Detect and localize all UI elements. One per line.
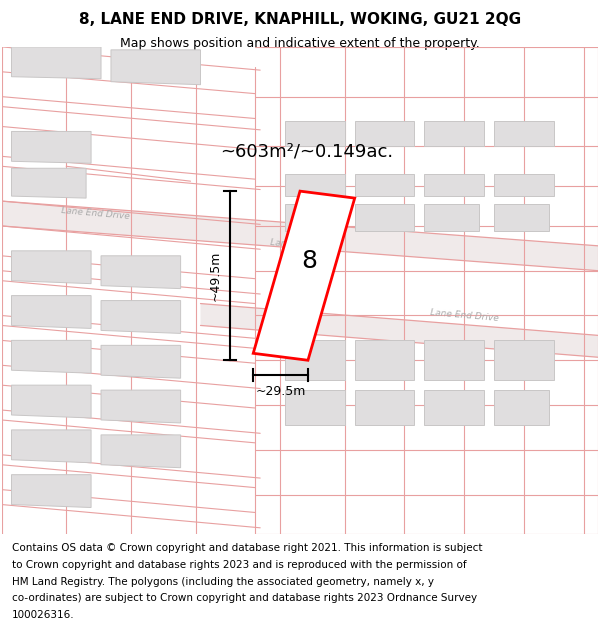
Polygon shape bbox=[101, 435, 181, 468]
Polygon shape bbox=[11, 385, 91, 418]
Text: ~603m²/~0.149ac.: ~603m²/~0.149ac. bbox=[220, 142, 394, 161]
Polygon shape bbox=[11, 296, 91, 328]
Polygon shape bbox=[424, 121, 484, 146]
Polygon shape bbox=[424, 204, 479, 231]
Polygon shape bbox=[424, 341, 484, 380]
Polygon shape bbox=[355, 121, 415, 146]
Polygon shape bbox=[253, 191, 355, 360]
Polygon shape bbox=[111, 50, 200, 84]
Polygon shape bbox=[285, 121, 345, 146]
Polygon shape bbox=[11, 47, 101, 79]
Polygon shape bbox=[2, 201, 598, 271]
Text: ~29.5m: ~29.5m bbox=[256, 385, 306, 398]
Polygon shape bbox=[424, 390, 484, 425]
Polygon shape bbox=[200, 304, 598, 358]
Polygon shape bbox=[11, 168, 86, 198]
Text: Map shows position and indicative extent of the property.: Map shows position and indicative extent… bbox=[120, 36, 480, 49]
Polygon shape bbox=[11, 474, 91, 508]
Polygon shape bbox=[494, 121, 554, 146]
Text: ~49.5m: ~49.5m bbox=[208, 251, 221, 301]
Polygon shape bbox=[101, 256, 181, 289]
Polygon shape bbox=[355, 204, 415, 231]
Polygon shape bbox=[494, 174, 554, 196]
Polygon shape bbox=[101, 390, 181, 423]
Text: Lane End Drive: Lane End Drive bbox=[430, 308, 499, 323]
Polygon shape bbox=[494, 390, 549, 425]
Polygon shape bbox=[355, 341, 415, 380]
Text: 100026316.: 100026316. bbox=[12, 610, 74, 620]
Text: Lane End Drive: Lane End Drive bbox=[270, 238, 340, 253]
Polygon shape bbox=[285, 390, 345, 425]
Polygon shape bbox=[424, 174, 484, 196]
Text: Contains OS data © Crown copyright and database right 2021. This information is : Contains OS data © Crown copyright and d… bbox=[12, 543, 482, 554]
Text: 8: 8 bbox=[301, 249, 317, 272]
Polygon shape bbox=[355, 174, 415, 196]
Polygon shape bbox=[11, 341, 91, 373]
Polygon shape bbox=[494, 204, 549, 231]
Text: to Crown copyright and database rights 2023 and is reproduced with the permissio: to Crown copyright and database rights 2… bbox=[12, 560, 467, 570]
Polygon shape bbox=[101, 301, 181, 333]
Text: 8, LANE END DRIVE, KNAPHILL, WOKING, GU21 2QG: 8, LANE END DRIVE, KNAPHILL, WOKING, GU2… bbox=[79, 12, 521, 27]
Text: HM Land Registry. The polygons (including the associated geometry, namely x, y: HM Land Registry. The polygons (includin… bbox=[12, 577, 434, 587]
Polygon shape bbox=[355, 390, 415, 425]
Text: co-ordinates) are subject to Crown copyright and database rights 2023 Ordnance S: co-ordinates) are subject to Crown copyr… bbox=[12, 593, 477, 603]
Polygon shape bbox=[101, 346, 181, 378]
Polygon shape bbox=[285, 204, 330, 231]
Polygon shape bbox=[285, 341, 345, 380]
Polygon shape bbox=[11, 131, 91, 163]
Polygon shape bbox=[494, 341, 554, 380]
Text: Lane End Drive: Lane End Drive bbox=[61, 206, 130, 221]
Polygon shape bbox=[11, 430, 91, 462]
Polygon shape bbox=[11, 251, 91, 284]
Polygon shape bbox=[285, 174, 345, 196]
